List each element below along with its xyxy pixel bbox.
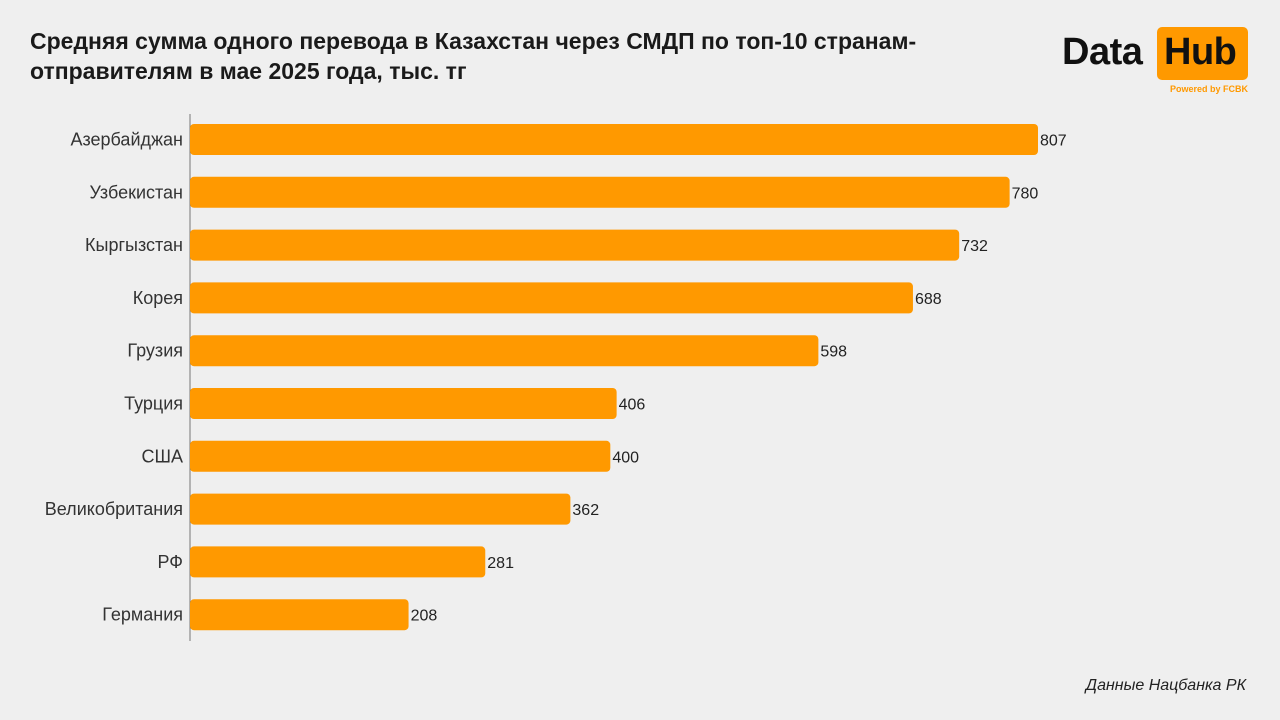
logo-word-data: Data [1062, 31, 1143, 73]
value-label: 780 [1012, 185, 1039, 202]
category-label: США [141, 446, 183, 466]
category-label: Узбекистан [89, 182, 183, 202]
value-label: 400 [612, 449, 639, 466]
value-label: 732 [961, 238, 988, 255]
logo-hub-box [1157, 27, 1248, 80]
category-label: Кыргызстан [85, 235, 183, 255]
bar-3 [190, 282, 913, 314]
category-label: Турция [124, 394, 183, 414]
value-label: 362 [572, 502, 599, 519]
bar-5 [190, 388, 617, 419]
logo-word-hub: Hub [1164, 31, 1237, 73]
category-label: Азербайджан [70, 130, 183, 150]
bar-6 [190, 440, 611, 472]
value-label: 688 [915, 291, 942, 308]
value-label: 598 [820, 344, 847, 361]
bar-8 [190, 546, 486, 578]
value-label: 281 [487, 555, 514, 572]
source-note: Данные Нацбанка РК [1085, 677, 1246, 694]
datahub-logo: Data Hub Powered by FCBK [1062, 27, 1252, 97]
logo-tagline: Powered by FCBK [1169, 84, 1248, 94]
value-label: 208 [411, 608, 438, 625]
value-label: 406 [619, 397, 646, 414]
bar-2 [190, 229, 960, 261]
category-label: РФ [158, 552, 184, 572]
category-label: Великобритания [45, 499, 183, 519]
bar-9 [190, 599, 409, 631]
bar-7 [190, 493, 571, 525]
category-label: Германия [102, 605, 183, 625]
chart-title: Средняя сумма одного перевода в Казахста… [30, 28, 917, 84]
bar-1 [190, 176, 1010, 208]
category-label: Корея [133, 288, 183, 308]
value-label: 807 [1040, 133, 1067, 150]
category-label: Грузия [127, 341, 183, 361]
bar-4 [190, 335, 819, 367]
bar-0 [190, 124, 1038, 155]
